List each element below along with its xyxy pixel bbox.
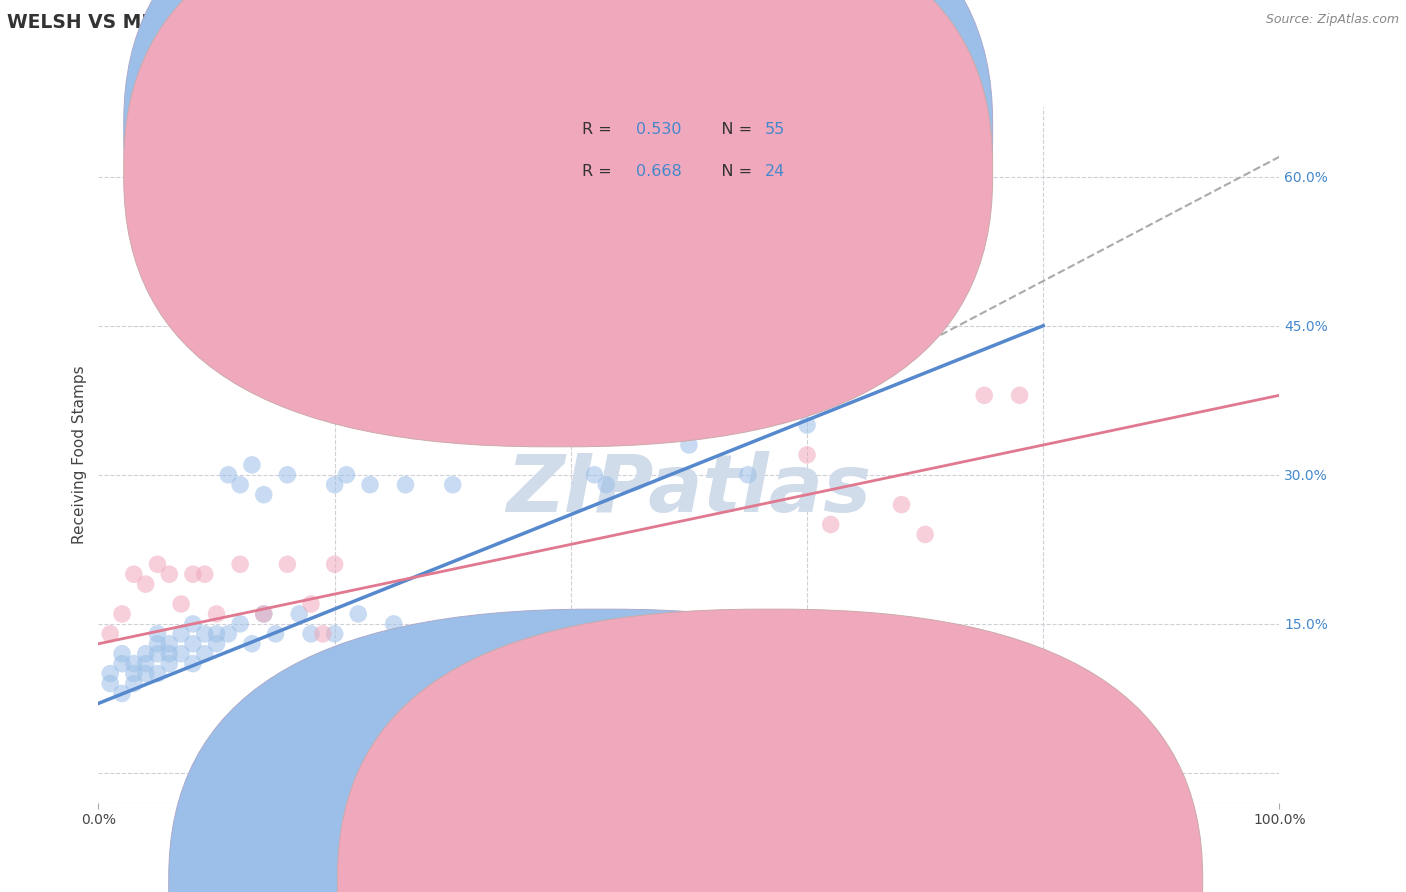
Point [229,558,252,572]
Point [335,467,357,482]
Point [181,637,204,651]
Point [323,558,346,572]
Point [181,616,204,631]
Point [205,607,228,621]
Point [135,577,157,591]
Point [122,666,145,681]
Point [157,567,180,582]
Point [98,666,121,681]
Point [194,567,217,582]
Point [418,627,440,641]
Point [135,666,157,681]
Point [194,627,217,641]
Point [323,477,346,491]
Point [477,627,499,641]
Point [229,477,252,491]
Point [146,666,169,681]
Text: R =: R = [582,163,617,178]
Point [299,597,322,611]
Point [205,627,228,641]
Text: 0.668: 0.668 [636,163,682,178]
Y-axis label: Receiving Food Stamps: Receiving Food Stamps [72,366,87,544]
Point [441,477,464,491]
Point [524,259,547,273]
Point [157,637,180,651]
Point [194,647,217,661]
Point [146,627,169,641]
Point [240,637,263,651]
Point [1008,388,1031,402]
Point [299,627,322,641]
Point [157,647,180,661]
Point [181,657,204,671]
Point [146,637,169,651]
Text: Menominee: Menominee [790,868,880,882]
Point [382,616,405,631]
Point [288,607,311,621]
Point [973,388,995,402]
Point [146,647,169,661]
Text: Welsh: Welsh [621,868,666,882]
Point [359,477,381,491]
Point [394,477,416,491]
Point [135,647,157,661]
Point [276,467,298,482]
Text: 24: 24 [765,163,785,178]
Point [253,607,276,621]
Point [111,657,134,671]
Point [890,498,912,512]
Point [111,647,134,661]
Text: WELSH VS MENOMINEE RECEIVING FOOD STAMPS CORRELATION CHART: WELSH VS MENOMINEE RECEIVING FOOD STAMPS… [7,13,762,32]
Point [323,627,346,641]
Point [146,558,169,572]
Point [217,467,239,482]
Point [678,438,700,452]
Point [264,627,287,641]
Text: N =: N = [706,163,756,178]
Point [111,607,134,621]
Point [111,686,134,700]
Point [583,467,606,482]
Point [253,607,276,621]
Point [205,637,228,651]
Point [276,558,298,572]
Point [170,597,193,611]
Point [122,567,145,582]
Point [240,458,263,472]
Point [312,627,335,641]
Point [796,418,818,433]
Point [181,567,204,582]
Point [253,488,276,502]
Point [595,477,617,491]
Point [914,527,936,541]
Text: N =: N = [706,121,756,136]
Point [122,676,145,690]
Text: ZIPatlas: ZIPatlas [506,450,872,529]
Text: 55: 55 [765,121,785,136]
Point [157,657,180,671]
Point [98,676,121,690]
Point [170,647,193,661]
Point [170,627,193,641]
Point [796,448,818,462]
Point [844,289,866,303]
Point [135,657,157,671]
Point [347,607,370,621]
Text: R =: R = [582,121,617,136]
Text: Source: ZipAtlas.com: Source: ZipAtlas.com [1265,13,1399,27]
Point [217,627,239,641]
Text: 0.530: 0.530 [636,121,681,136]
Point [737,467,759,482]
Point [98,627,121,641]
Point [122,657,145,671]
Point [229,616,252,631]
Point [866,289,889,303]
Point [820,517,842,532]
